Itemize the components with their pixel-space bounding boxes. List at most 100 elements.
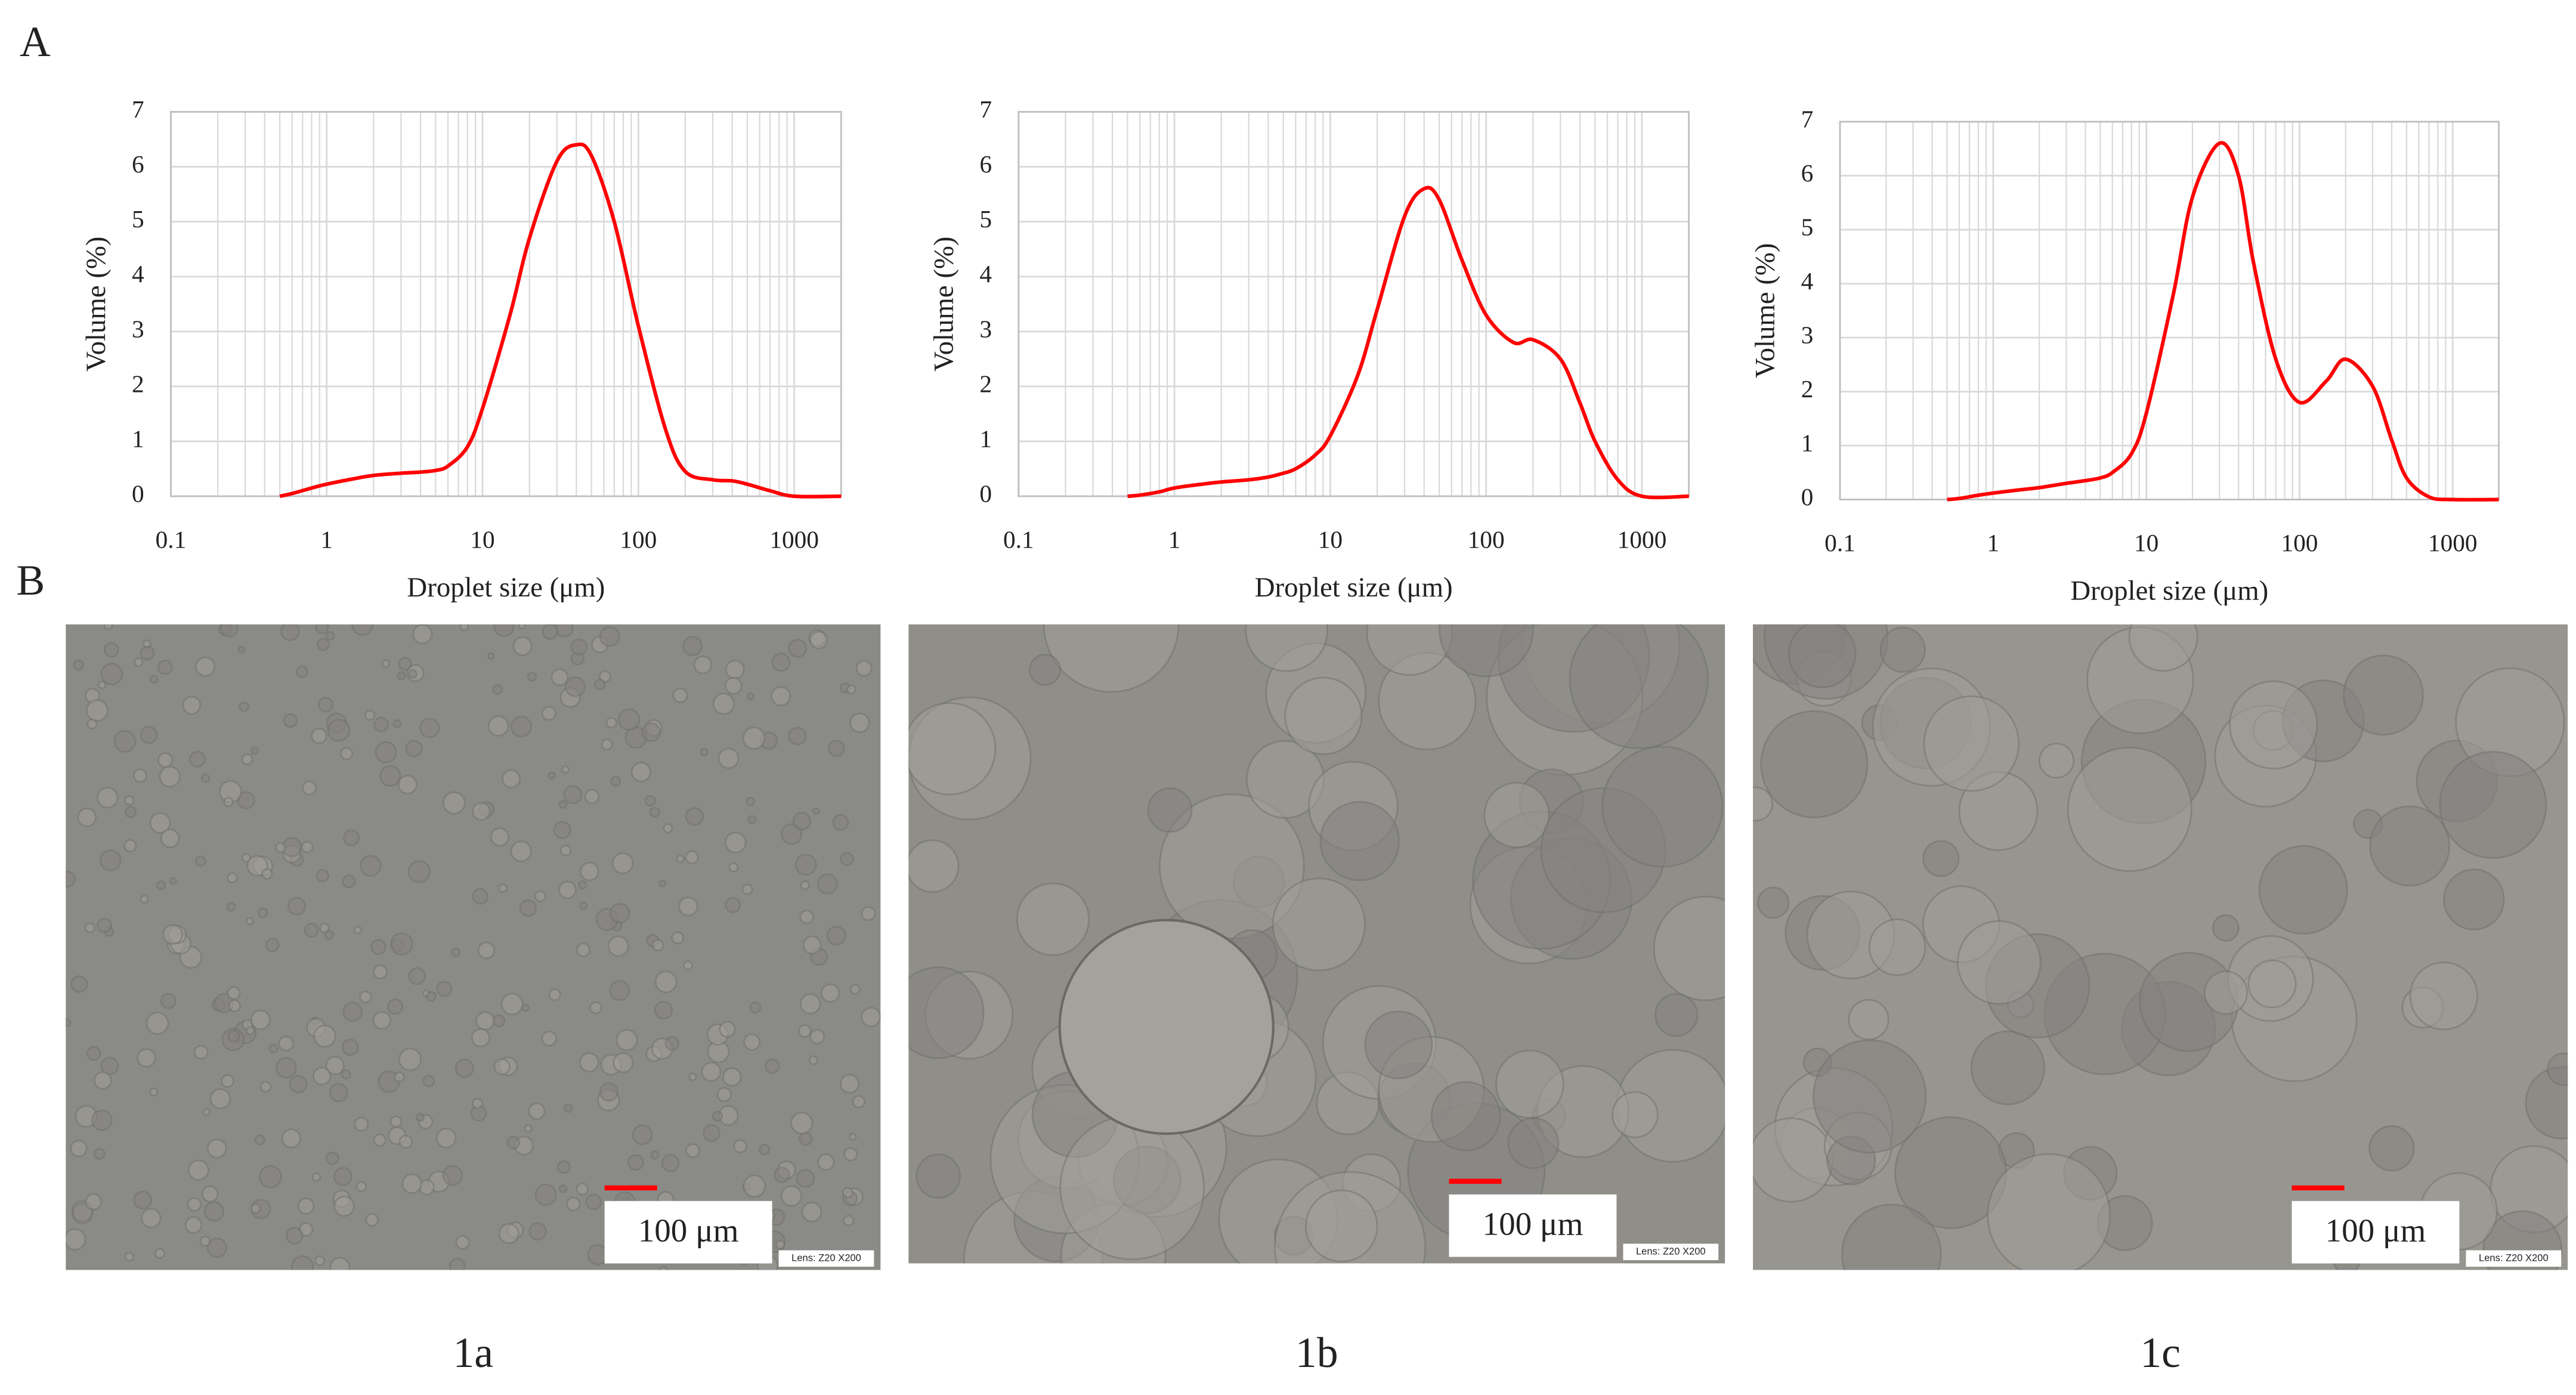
droplet [725, 831, 747, 854]
droplet [788, 639, 808, 658]
droplet [580, 861, 599, 881]
droplet [799, 993, 821, 1014]
droplet [97, 681, 106, 689]
droplet [718, 747, 740, 769]
droplet [500, 992, 524, 1016]
droplet [97, 917, 113, 933]
y-tick-label: 7 [979, 95, 992, 123]
droplet [1043, 624, 1180, 693]
droplet [558, 880, 577, 899]
droplet [412, 624, 433, 645]
x-tick-label: 10 [470, 526, 494, 553]
droplet [124, 795, 135, 806]
droplet [365, 1213, 379, 1227]
droplet [375, 741, 397, 763]
droplet [1272, 877, 1366, 972]
y-tick-label: 5 [979, 205, 992, 233]
droplet [459, 624, 469, 632]
droplet [794, 853, 817, 876]
droplet [221, 1074, 234, 1088]
droplet [2343, 654, 2424, 736]
droplet [137, 1048, 156, 1068]
y-tick-label: 1 [1801, 429, 1814, 457]
y-tick-label: 2 [1801, 375, 1814, 403]
droplet [2258, 845, 2348, 935]
droplet [113, 730, 137, 753]
droplet [226, 902, 236, 912]
droplet [1319, 801, 1400, 881]
scale-box [604, 1201, 772, 1264]
droplet [908, 839, 960, 893]
y-tick-label: 3 [1801, 321, 1814, 349]
droplet [278, 1035, 294, 1051]
droplet [585, 1193, 602, 1211]
droplet [632, 1124, 653, 1146]
droplet [301, 840, 314, 853]
droplet [124, 806, 137, 818]
plot-frame [170, 111, 842, 497]
droplet [355, 1181, 367, 1192]
droplet [617, 708, 641, 731]
droplet [364, 710, 376, 721]
droplet [2212, 914, 2240, 942]
droplet [199, 1235, 211, 1247]
droplet [630, 762, 651, 782]
droplet [258, 1165, 282, 1189]
droplet [97, 787, 119, 809]
droplet [342, 874, 356, 889]
x-tick-label: 10 [1318, 526, 1343, 553]
droplet [91, 1109, 113, 1131]
droplet [149, 675, 159, 684]
droplet [849, 712, 870, 733]
droplet [220, 624, 239, 638]
droplet [319, 923, 330, 933]
droplet [1430, 1081, 1501, 1152]
lens-box [2466, 1250, 2562, 1267]
droplet [605, 717, 617, 729]
micrograph: 100 μm Lens: Z20 X200 [1753, 624, 2568, 1270]
droplet [579, 1052, 599, 1073]
droplet [563, 785, 583, 805]
droplet [381, 659, 391, 668]
droplet [398, 1047, 422, 1071]
droplet [85, 1193, 103, 1211]
droplet [627, 1154, 644, 1171]
droplet [275, 1057, 297, 1079]
droplet [712, 1111, 723, 1122]
droplet [242, 853, 251, 862]
droplet [341, 1038, 359, 1056]
droplet [861, 906, 876, 921]
droplet [1879, 626, 1926, 673]
droplet [644, 795, 656, 807]
droplet [599, 1082, 619, 1102]
droplet [541, 706, 556, 721]
droplet [506, 1136, 521, 1150]
droplet [280, 624, 300, 641]
droplet [649, 806, 660, 818]
droplet [534, 890, 546, 902]
droplet [193, 1044, 209, 1060]
droplet [146, 1012, 169, 1035]
droplet [250, 1203, 261, 1214]
droplet [202, 1108, 211, 1116]
droplet [324, 930, 334, 940]
droplet [812, 807, 820, 815]
droplet [817, 873, 838, 895]
droplet [1923, 695, 2020, 792]
droplet [682, 636, 703, 657]
droplet [472, 802, 491, 821]
droplet [156, 880, 166, 890]
droplet [809, 1029, 825, 1045]
droplet [351, 624, 374, 636]
droplet [555, 624, 574, 638]
droplet [542, 624, 558, 640]
droplet [685, 807, 704, 826]
droplet [257, 907, 268, 918]
droplet [558, 1184, 568, 1193]
droplet [373, 1133, 386, 1147]
droplet [228, 999, 241, 1013]
droplet [589, 1001, 602, 1014]
droplet [422, 1075, 435, 1087]
droplet [827, 740, 845, 757]
